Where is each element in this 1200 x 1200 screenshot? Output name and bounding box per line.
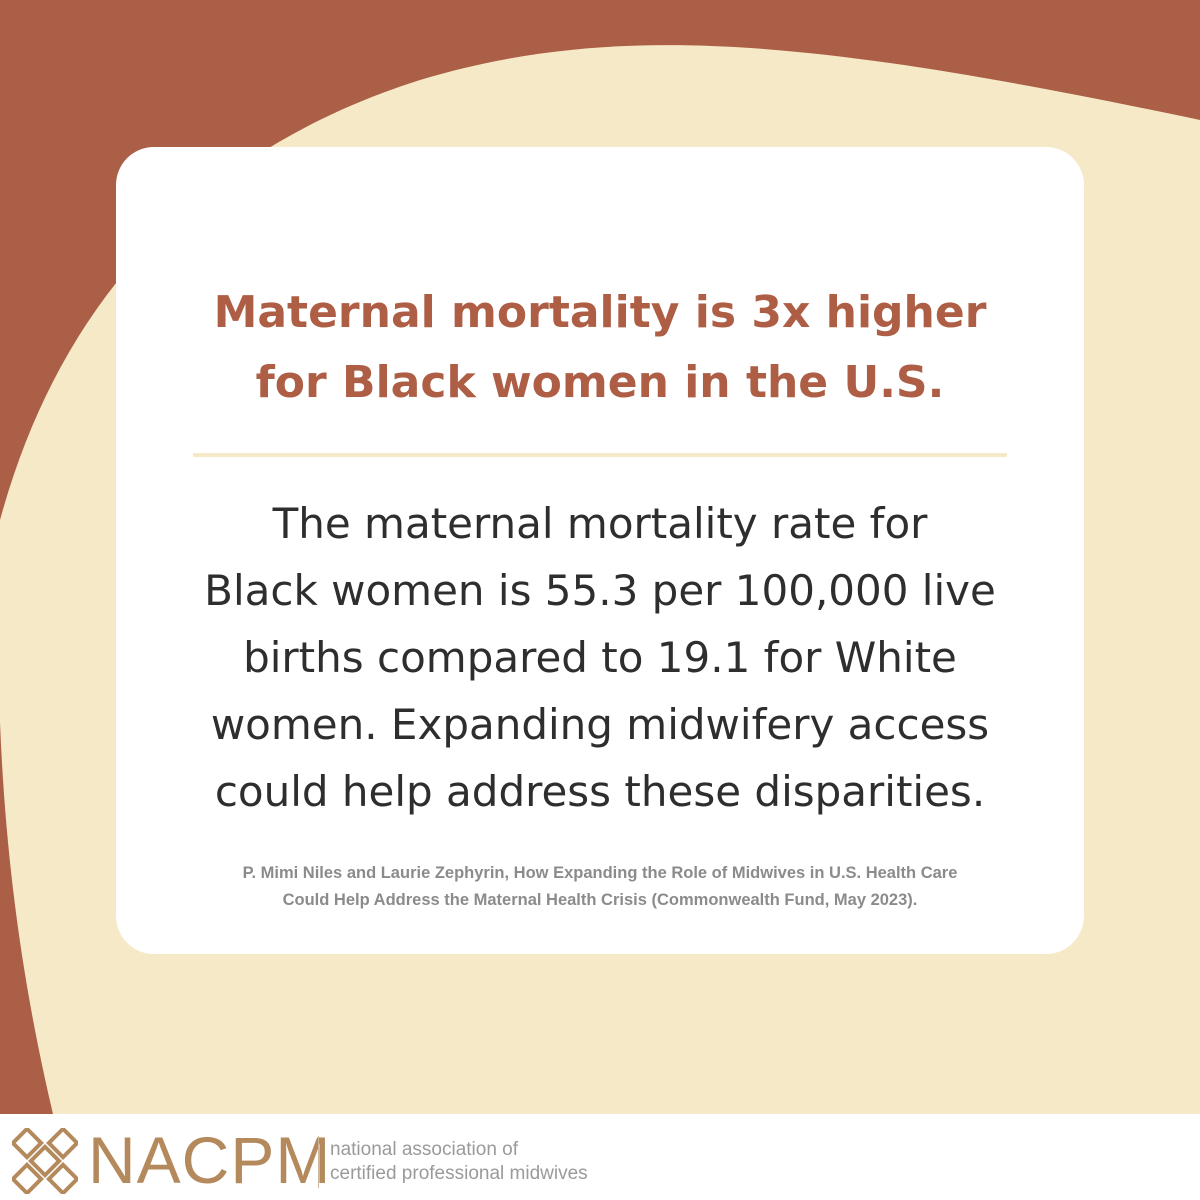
body-line: Black women is 55.3 per 100,000 live <box>204 566 996 615</box>
divider <box>193 453 1007 457</box>
citation: P. Mimi Niles and Laurie Zephyrin, How E… <box>0 860 1200 914</box>
logo-wordmark: NACPM <box>88 1123 332 1197</box>
tagline-line: national association of <box>330 1139 519 1160</box>
tagline-line: certified professional midwives <box>330 1163 588 1184</box>
logo-separator <box>318 1136 319 1188</box>
headline-line: Maternal mortality is 3x higher <box>213 287 987 338</box>
headline-line: for Black women in the U.S. <box>255 357 945 408</box>
body-line: women. Expanding midwifery access <box>210 700 990 749</box>
body-line: births compared to 19.1 for White <box>243 633 957 682</box>
body-line: could help address these disparities. <box>214 767 986 816</box>
info-card <box>116 147 1084 954</box>
citation-line: Could Help Address the Maternal Health C… <box>282 891 918 909</box>
citation-line: P. Mimi Niles and Laurie Zephyrin, How E… <box>242 864 958 882</box>
nacpm-knot-icon <box>12 1128 78 1194</box>
body-line: The maternal mortality rate for <box>272 499 928 548</box>
logo-tagline: national association of certified profes… <box>330 1138 588 1186</box>
body-text: The maternal mortality rate for Black wo… <box>0 490 1200 825</box>
footer: NACPM national association of certified … <box>0 1114 1200 1200</box>
headline: Maternal mortality is 3x higher for Blac… <box>0 278 1200 418</box>
